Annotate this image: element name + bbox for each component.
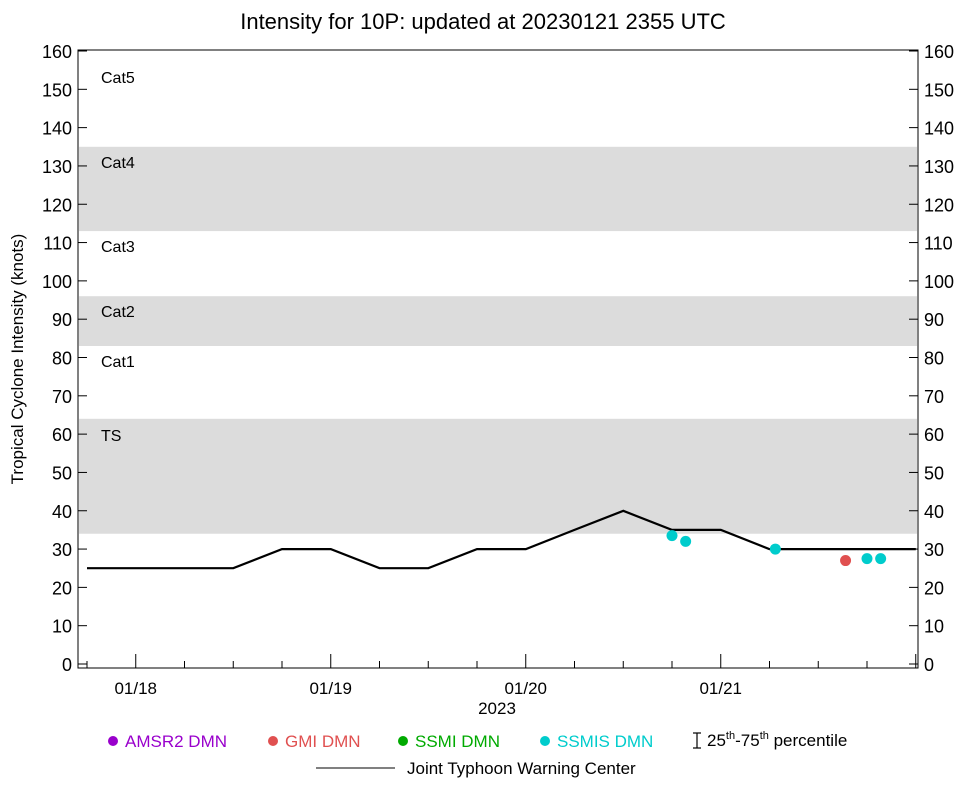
ssmis-dmn-point [861, 553, 873, 565]
ssmis-dmn-point [666, 530, 678, 542]
ssmis-dmn-point [769, 543, 781, 555]
y-tick-label-left: 70 [52, 387, 72, 407]
y-tick-label-left: 60 [52, 425, 72, 445]
y-tick-label-left: 50 [52, 463, 72, 483]
x-tick-label: 01/20 [504, 679, 547, 698]
band-label-cat4: Cat4 [101, 155, 135, 172]
percentile-label: 25th-75th percentile [707, 730, 847, 750]
ssmi-dmn-legend-label: SSMI DMN [415, 732, 500, 751]
gmi-dmn-legend-label: GMI DMN [285, 732, 361, 751]
y-tick-label-right: 80 [924, 349, 944, 369]
ssmis-dmn-point [680, 535, 692, 547]
band-ts [79, 418, 917, 534]
y-tick-label-left: 110 [43, 234, 72, 254]
x-axis-year-label: 2023 [478, 699, 516, 718]
y-tick-label-right: 60 [924, 425, 944, 445]
y-tick-label-right: 40 [924, 502, 944, 522]
chart-title: Intensity for 10P: updated at 20230121 2… [240, 9, 726, 34]
band-labels: TS Cat1 Cat2 Cat3 Cat4 Cat5 [101, 70, 135, 445]
y-tick-label-left: 130 [42, 157, 72, 177]
y-tick-label-right: 30 [924, 540, 944, 560]
y-tick-label-right: 130 [924, 157, 954, 177]
y-tick-label-left: 30 [52, 540, 72, 560]
band-label-cat5: Cat5 [101, 70, 135, 87]
band-cat4 [79, 146, 917, 232]
legend: AMSR2 DMN GMI DMN SSMI DMN SSMIS DMN 25th-7… [108, 730, 847, 778]
y-tick-label-right: 100 [924, 272, 954, 292]
y-tick-label-right: 140 [924, 119, 954, 139]
axis-labels: 0 0 10 10 20 20 30 30 40 40 50 50 60 60 70 70 80 80 90 90 10… [42, 42, 954, 698]
y-tick-label-left: 120 [42, 195, 72, 215]
legend-items: AMSR2 DMN GMI DMN SSMI DMN SSMIS DMN [108, 732, 653, 751]
intensity-bands [79, 146, 917, 534]
y-tick-label-right: 90 [924, 310, 944, 330]
y-tick-label-right: 70 [924, 387, 944, 407]
x-tick-label: 01/21 [699, 679, 742, 698]
band-cat2 [79, 296, 917, 347]
y-tick-label-left: 20 [52, 578, 72, 598]
band-label-cat2: Cat2 [101, 304, 135, 321]
y-tick-label-left: 90 [52, 310, 72, 330]
amsr2-dmn-legend-dot [108, 736, 118, 746]
legend-percentile: 25th-75th percentile [693, 730, 847, 750]
ssmis-dmn-legend-label: SSMIS DMN [557, 732, 653, 751]
band-label-cat3: Cat3 [101, 239, 135, 256]
band-label-ts: TS [101, 428, 121, 445]
jtwc-legend-label: Joint Typhoon Warning Center [407, 759, 636, 778]
x-tick-label: 01/18 [114, 679, 157, 698]
axis-ticks [78, 50, 918, 668]
y-tick-label-left: 40 [52, 502, 72, 522]
y-tick-label-left: 160 [42, 42, 72, 62]
y-tick-label-right: 50 [924, 463, 944, 483]
y-tick-label-left: 10 [52, 617, 72, 637]
y-tick-label-right: 120 [924, 195, 954, 215]
plot-frame [77, 49, 919, 669]
y-tick-label-left: 150 [42, 80, 72, 100]
ssmis-dmn-legend-dot [540, 736, 550, 746]
ssmis-dmn-point [875, 553, 887, 565]
ssmi-dmn-legend-dot [398, 736, 408, 746]
gmi-dmn-legend-dot [268, 736, 278, 746]
y-tick-label-left: 80 [52, 349, 72, 369]
x-tick-label: 01/19 [309, 679, 352, 698]
y-tick-label-right: 10 [924, 617, 944, 637]
y-tick-label-right: 150 [924, 80, 954, 100]
y-tick-label-right: 0 [924, 655, 934, 675]
series-layer [87, 509, 916, 570]
y-tick-label-left: 140 [42, 119, 72, 139]
y-tick-label-right: 160 [924, 42, 954, 62]
amsr2-dmn-legend-label: AMSR2 DMN [125, 732, 227, 751]
y-tick-label-left: 100 [42, 272, 72, 292]
y-tick-label-right: 20 [924, 578, 944, 598]
y-tick-label-right: 110 [924, 234, 953, 254]
y-axis-label: Tropical Cyclone Intensity (knots) [8, 234, 27, 485]
gmi-dmn-point [840, 555, 852, 567]
y-tick-label-left: 0 [62, 655, 72, 675]
band-label-cat1: Cat1 [101, 354, 135, 371]
